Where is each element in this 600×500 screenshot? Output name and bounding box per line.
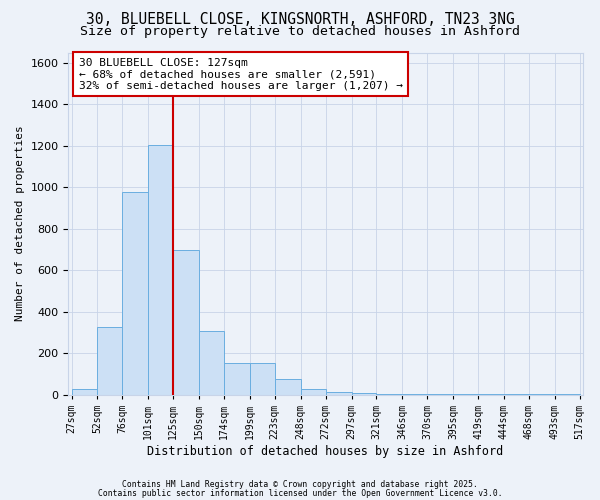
Bar [224, 362, 250, 394]
Text: Contains HM Land Registry data © Crown copyright and database right 2025.: Contains HM Land Registry data © Crown c… [122, 480, 478, 489]
Bar [352, 392, 376, 394]
Text: Size of property relative to detached houses in Ashford: Size of property relative to detached ho… [80, 25, 520, 38]
Text: Contains public sector information licensed under the Open Government Licence v3: Contains public sector information licen… [98, 488, 502, 498]
Bar [326, 392, 352, 394]
Bar [122, 192, 148, 394]
Bar [71, 390, 97, 394]
Text: 30, BLUEBELL CLOSE, KINGSNORTH, ASHFORD, TN23 3NG: 30, BLUEBELL CLOSE, KINGSNORTH, ASHFORD,… [86, 12, 514, 28]
Bar [199, 332, 224, 394]
Bar [301, 390, 326, 394]
Bar [97, 328, 122, 394]
Text: 30 BLUEBELL CLOSE: 127sqm
← 68% of detached houses are smaller (2,591)
32% of se: 30 BLUEBELL CLOSE: 127sqm ← 68% of detac… [79, 58, 403, 91]
Y-axis label: Number of detached properties: Number of detached properties [15, 126, 25, 322]
Bar [275, 379, 301, 394]
Bar [173, 250, 199, 394]
X-axis label: Distribution of detached houses by size in Ashford: Distribution of detached houses by size … [148, 444, 504, 458]
Bar [250, 362, 275, 394]
Bar [148, 145, 173, 394]
